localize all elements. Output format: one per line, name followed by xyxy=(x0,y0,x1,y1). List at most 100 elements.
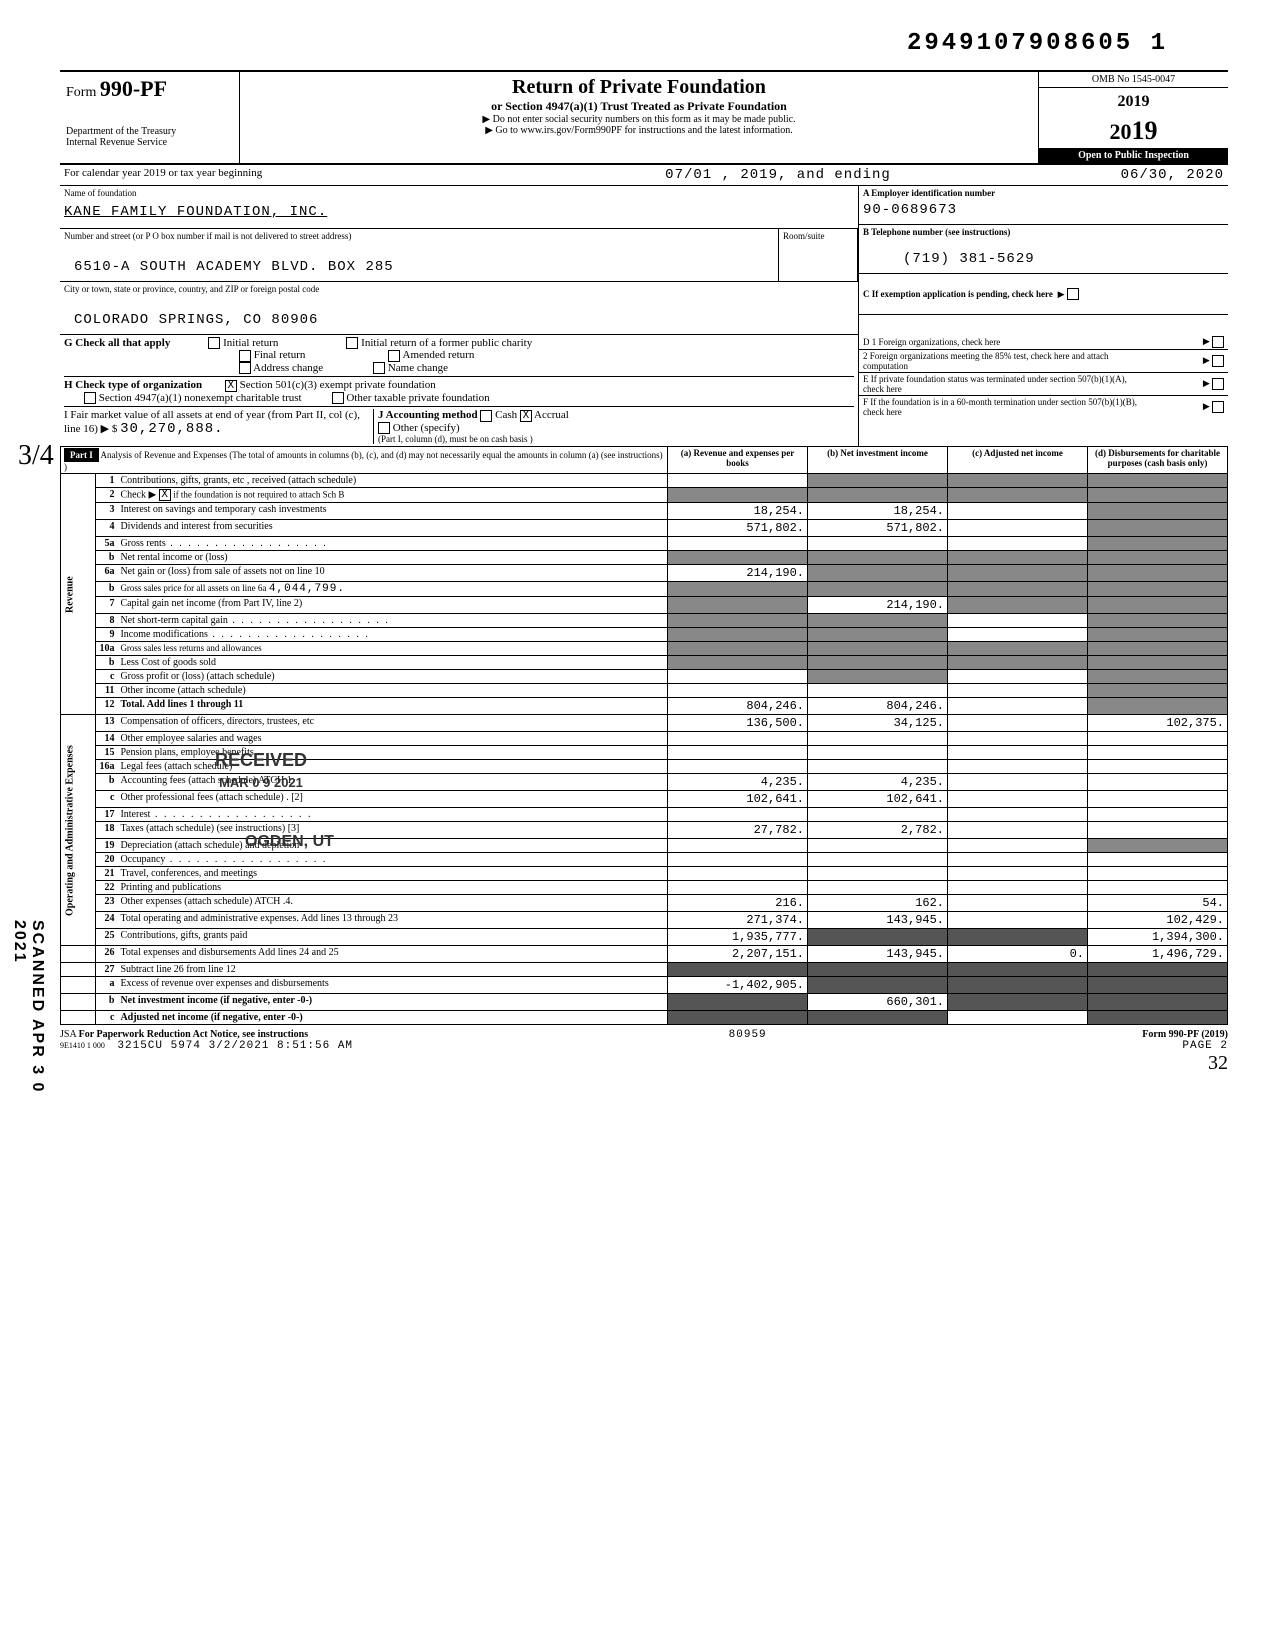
accrual-checkbox[interactable]: X xyxy=(520,410,532,422)
phone-label: B Telephone number (see instructions) xyxy=(863,227,1224,237)
line27c: Adjusted net income (if negative, enter … xyxy=(120,1012,302,1023)
l6b-val: 4,044,799. xyxy=(269,583,345,595)
name-label: Name of foundation xyxy=(64,188,854,198)
addr-label: Number and street (or P O box number if … xyxy=(64,231,774,241)
g-final: Final return xyxy=(254,349,306,361)
l26b: 143,945. xyxy=(808,946,948,963)
footer-hand: 32 xyxy=(1208,1052,1228,1074)
l13b: 34,125. xyxy=(808,715,948,732)
j-note: (Part I, column (d), must be on cash bas… xyxy=(378,434,854,444)
initial-checkbox[interactable] xyxy=(208,337,220,349)
d1-label: D 1 Foreign organizations, check here xyxy=(863,337,1000,347)
line16c: Other professional fees (attach schedule… xyxy=(117,791,667,808)
h-opt3: Other taxable private foundation xyxy=(346,392,489,404)
l25d: 1,394,300. xyxy=(1088,929,1228,946)
received-date: MAR 0 9 2021 xyxy=(219,775,303,790)
f-label: F If the foundation is in a 60-month ter… xyxy=(863,397,1143,417)
form-title: Return of Private Foundation xyxy=(246,76,1032,99)
line17: Interest xyxy=(117,808,667,822)
l13d: 102,375. xyxy=(1088,715,1228,732)
schb-checkbox[interactable]: X xyxy=(159,489,171,501)
amended-checkbox[interactable] xyxy=(388,350,400,362)
revenue-side: Revenue xyxy=(61,474,96,715)
year-handwritten: 2019 xyxy=(1118,93,1150,110)
namechg-checkbox[interactable] xyxy=(373,362,385,374)
line19: Depreciation (attach schedule) and deple… xyxy=(117,839,667,853)
d2-checkbox[interactable] xyxy=(1212,355,1224,367)
h-opt1: Section 501(c)(3) exempt private foundat… xyxy=(240,379,436,391)
opadmin-side: Operating and Administrative Expenses xyxy=(61,715,96,946)
line6b: Gross sales price for all assets on line… xyxy=(120,583,266,593)
city-label: City or town, state or province, country… xyxy=(64,284,854,294)
line1: Contributions, gifts, grants, etc , rece… xyxy=(117,474,667,488)
l26c: 0. xyxy=(948,946,1088,963)
line27b: Net investment income (if negative, ente… xyxy=(120,995,312,1006)
part1-table: Part I Analysis of Revenue and Expenses … xyxy=(60,446,1228,1025)
l3b: 18,254. xyxy=(808,503,948,520)
initial-former-checkbox[interactable] xyxy=(346,337,358,349)
ogden-stamp: OGDEN, UT xyxy=(245,833,334,851)
l18a: 27,782. xyxy=(668,822,808,839)
g-amended: Amended return xyxy=(403,349,475,361)
foundation-addr: 6510-A SOUTH ACADEMY BLVD. BOX 285 xyxy=(74,259,774,275)
e-label: E If private foundation status was termi… xyxy=(863,374,1143,394)
form-subtitle1: or Section 4947(a)(1) Trust Treated as P… xyxy=(246,99,1032,114)
g-addr: Address change xyxy=(253,362,323,374)
j-label: J Accounting method xyxy=(378,409,478,421)
paperwork-notice: For Paperwork Reduction Act Notice, see … xyxy=(79,1029,309,1040)
l12a: 804,246. xyxy=(668,698,808,715)
line21: Travel, conferences, and meetings xyxy=(117,867,667,881)
line2b: if the foundation is not required to att… xyxy=(173,490,344,500)
f-checkbox[interactable] xyxy=(1212,401,1224,413)
c-checkbox[interactable] xyxy=(1067,288,1079,300)
line4: Dividends and interest from securities xyxy=(117,520,667,537)
l24d: 102,429. xyxy=(1088,912,1228,929)
line15: Pension plans, employee benefits xyxy=(117,746,667,760)
line8: Net short-term capital gain xyxy=(117,614,667,628)
g-initial: Initial return xyxy=(223,337,278,349)
dept-label: Department of the Treasury xyxy=(66,126,233,137)
j-accrual: Accrual xyxy=(534,409,569,421)
line16b: Accounting fees (attach schedule) ATCH 1 xyxy=(117,774,667,791)
d1-checkbox[interactable] xyxy=(1212,336,1224,348)
line25: Contributions, gifts, grants paid xyxy=(117,929,667,946)
l24b: 143,945. xyxy=(808,912,948,929)
footer-code: 9E1410 1 000 xyxy=(60,1041,105,1050)
part1-title: Part I xyxy=(64,448,99,462)
line2: Check ▶ xyxy=(120,490,156,501)
l16ba: 4,235. xyxy=(668,774,808,791)
form-prefix: Form xyxy=(66,85,96,100)
jsa: JSA xyxy=(60,1029,76,1040)
addrchg-checkbox[interactable] xyxy=(239,362,251,374)
cash-checkbox[interactable] xyxy=(480,410,492,422)
j-cash: Cash xyxy=(495,409,517,421)
h-label: H Check type of organization xyxy=(64,379,202,391)
l23a: 216. xyxy=(668,895,808,912)
line11: Other income (attach schedule) xyxy=(117,684,667,698)
h3-checkbox[interactable] xyxy=(332,392,344,404)
h2-checkbox[interactable] xyxy=(84,392,96,404)
h-opt2: Section 4947(a)(1) nonexempt charitable … xyxy=(99,392,302,404)
line27a: Excess of revenue over expenses and disb… xyxy=(117,977,667,994)
g-label: G Check all that apply xyxy=(64,337,170,349)
arrow-icon xyxy=(1201,336,1210,346)
line20: Occupancy xyxy=(117,853,667,867)
other-checkbox[interactable] xyxy=(378,422,390,434)
irs-label: Internal Revenue Service xyxy=(66,137,233,148)
part1-heading: Analysis of Revenue and Expenses (The to… xyxy=(64,450,663,472)
footer-mid: 80959 xyxy=(729,1029,767,1075)
scanned-stamp: SCANNED APR 3 0 2021 xyxy=(10,920,46,1095)
form-subtitle3: ▶ Go to www.irs.gov/Form990PF for instru… xyxy=(246,125,1032,136)
ein: 90-0689673 xyxy=(863,202,1224,218)
handwritten-fraction: 3/4 xyxy=(18,440,54,472)
h1-checkbox[interactable]: X xyxy=(225,380,237,392)
l13a: 136,500. xyxy=(668,715,808,732)
period-end: 06/30, 2020 xyxy=(928,165,1228,185)
final-checkbox[interactable] xyxy=(239,350,251,362)
l7b: 214,190. xyxy=(808,597,948,614)
dln-number: 2949107908605 1 xyxy=(907,30,1168,57)
line5b: Net rental income or (loss) xyxy=(117,551,667,565)
ein-label: A Employer identification number xyxy=(863,188,1224,198)
e-checkbox[interactable] xyxy=(1212,378,1224,390)
l27bb: 660,301. xyxy=(808,994,948,1011)
